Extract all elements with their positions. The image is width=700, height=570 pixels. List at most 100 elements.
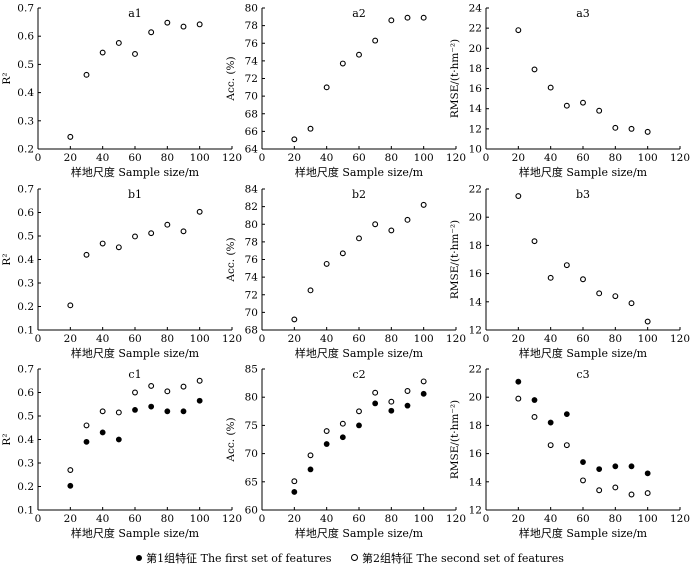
b2-y-tick-label: 74 (245, 272, 259, 284)
b2-point-second-set (307, 287, 314, 294)
a2-x-tick-label: 0 (259, 152, 266, 164)
b1-point-second-set (180, 228, 187, 235)
b1-point-second-set (164, 221, 171, 228)
c1-point-first-set (115, 436, 122, 443)
b1-x-tick-label: 0 (35, 333, 42, 345)
c3-point-first-set (612, 463, 619, 470)
a2-y-tick-label: 80 (245, 3, 258, 15)
c2-point-second-set (420, 378, 427, 385)
c1-point-second-set (99, 408, 106, 415)
b2-point-second-set (356, 235, 362, 242)
c2-point-first-set (372, 400, 379, 407)
a1-y-tick-label: 0.6 (17, 31, 34, 43)
c3-point-second-set (644, 490, 651, 497)
c3-title: c3 (576, 368, 589, 381)
a1-y-tick-label: 0.4 (17, 87, 34, 99)
b3-point-second-set (531, 238, 538, 245)
a2-point-second-set (307, 125, 314, 132)
c2-x-label: 样地尺度 Sample size/m (295, 526, 424, 540)
b2-x-tick-label: 20 (288, 333, 301, 345)
b2-point-second-set (404, 216, 411, 223)
a2-y-tick-label: 66 (245, 126, 259, 138)
c3-x-label: 样地尺度 Sample size/m (519, 526, 648, 540)
b3-point-second-set (563, 262, 570, 269)
a3-point-second-set (580, 99, 586, 106)
b2-y-tick-label: 82 (245, 201, 258, 213)
c2-y-tick-label: 85 (245, 364, 258, 376)
c3-point-first-set (563, 411, 570, 418)
a1-point-second-set (67, 133, 74, 140)
b1-x-tick-label: 120 (222, 333, 242, 345)
a2-y-tick-label: 70 (245, 91, 258, 103)
b1-point-second-set (148, 230, 155, 237)
c3-point-second-set (515, 395, 522, 402)
a1-x-tick-label: 0 (35, 152, 42, 164)
b3-title: b3 (576, 188, 590, 201)
c2-point-first-set (323, 441, 330, 447)
c3-y-label: RMSE/(t·hm⁻²) (449, 400, 461, 479)
a3-point-second-set (628, 125, 635, 132)
b3-x-tick-label: 80 (609, 333, 622, 345)
c1-y-tick-label: 0.5 (17, 411, 34, 423)
c3-x-tick-label: 80 (609, 513, 622, 525)
b1-y-tick-label: 0.4 (17, 254, 34, 266)
a3-y-tick-label: 20 (469, 43, 482, 55)
a3-x-tick-label: 80 (609, 152, 622, 164)
b3-y-tick-label: 12 (469, 325, 482, 337)
c2-x-tick-label: 0 (259, 513, 266, 525)
b3-y-tick-label: 22 (469, 184, 482, 196)
a3-point-second-set (612, 124, 619, 131)
a3-y-tick-label: 10 (469, 144, 482, 156)
c3-point-second-set (547, 442, 554, 449)
b2-x-tick-label: 40 (320, 333, 333, 345)
b3-point-second-set (580, 276, 586, 283)
a1-x-tick-label: 60 (128, 152, 141, 164)
b1-x-label: 样地尺度 Sample size/m (71, 346, 200, 360)
b2-x-tick-label: 120 (446, 333, 466, 345)
b3-x-tick-label: 20 (512, 333, 525, 345)
a1-point-second-set (180, 23, 187, 30)
a2-y-tick-label: 72 (245, 73, 258, 85)
c2-point-second-set (388, 398, 395, 405)
c3-point-second-set (628, 491, 635, 498)
c1-point-first-set (164, 408, 171, 415)
a1-x-tick-label: 40 (96, 152, 109, 164)
c1-point-first-set (196, 397, 203, 404)
b2-y-tick-label: 84 (245, 184, 259, 196)
b3-point-second-set (596, 290, 603, 297)
c1-point-second-set (180, 383, 187, 390)
c3-point-first-set (644, 470, 651, 477)
legend-first-label: 第1组特征 The first set of features (146, 552, 332, 565)
c2-x-tick-label: 40 (320, 513, 333, 525)
b2-x-tick-label: 0 (259, 333, 266, 345)
b2-point-second-set (339, 250, 346, 257)
b1-point-second-set (67, 302, 74, 309)
a1-x-label: 样地尺度 Sample size/m (71, 165, 200, 179)
c3-point-second-set (580, 477, 586, 484)
b1-x-tick-label: 40 (96, 333, 109, 345)
c3-x-tick-label: 60 (576, 513, 589, 525)
a3-y-tick-label: 12 (469, 123, 482, 135)
c3-y-tick-label: 18 (469, 420, 482, 432)
a3-y-tick-label: 18 (469, 63, 482, 75)
a2-point-second-set (291, 136, 298, 143)
a2-y-tick-label: 68 (245, 108, 258, 120)
c1-y-tick-label: 0.2 (17, 481, 34, 493)
b1-point-second-set (83, 251, 90, 258)
c2-point-second-set (404, 388, 411, 394)
a1-x-tick-label: 100 (190, 152, 210, 164)
c3-x-tick-label: 0 (483, 513, 490, 525)
a2-point-second-set (323, 84, 330, 91)
a2-x-tick-label: 80 (385, 152, 398, 164)
b2-y-tick-label: 76 (245, 254, 259, 266)
c1-point-first-set (67, 482, 74, 489)
legend-open-marker (351, 554, 359, 561)
a3-x-tick-label: 20 (512, 152, 525, 164)
c3-point-second-set (612, 484, 619, 491)
c2-point-second-set (372, 389, 379, 396)
a3-y-label: RMSE/(t·hm⁻²) (449, 39, 461, 118)
c2-point-second-set (356, 408, 362, 415)
b3-x-tick-label: 60 (576, 333, 589, 345)
b1-y-tick-label: 0.1 (17, 325, 34, 337)
a1-point-second-set (148, 29, 155, 36)
